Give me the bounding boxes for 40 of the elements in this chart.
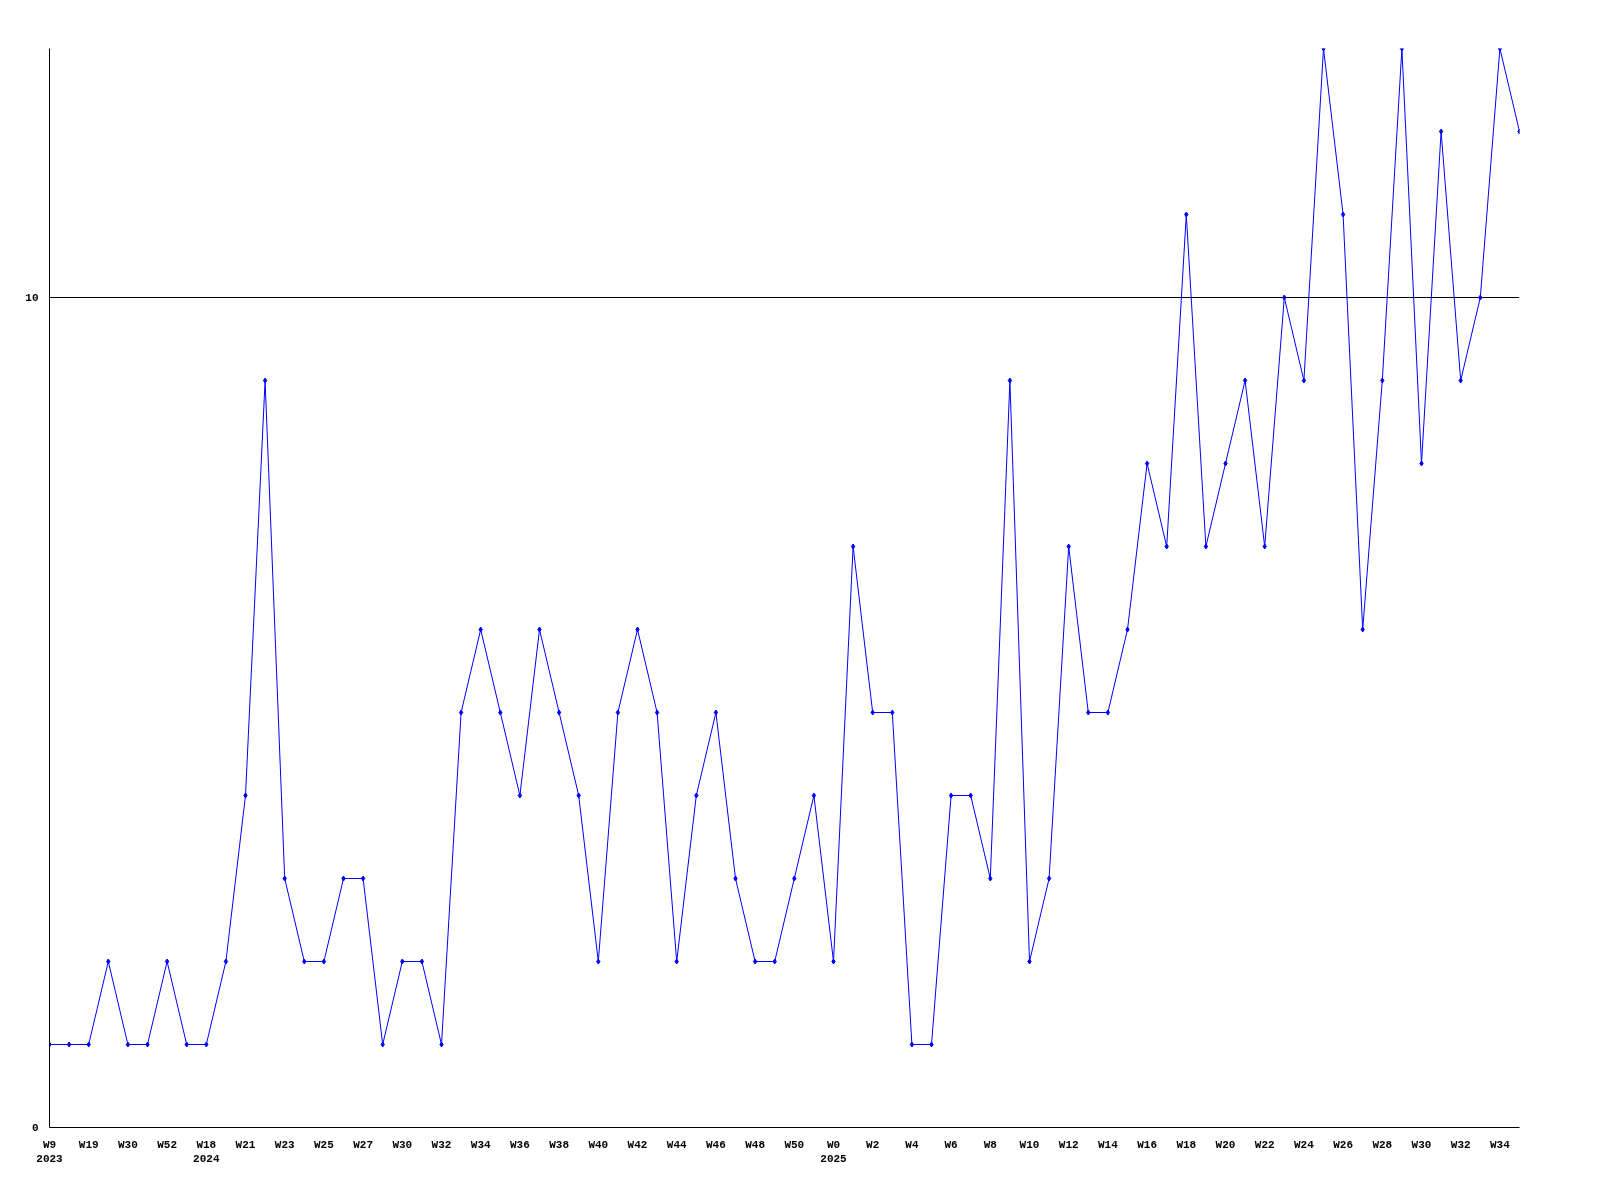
- x-tick-label: W30: [392, 1138, 413, 1151]
- x-tick-label: W20: [1215, 1138, 1236, 1151]
- x-tick-label: W6: [944, 1138, 958, 1151]
- x-tick-label: W30: [118, 1138, 138, 1151]
- x-tick-label: W32: [1450, 1138, 1471, 1151]
- x-tick-label: W21: [235, 1138, 256, 1151]
- x-tick-label: W50: [784, 1138, 805, 1151]
- x-tick-label: W40: [588, 1138, 609, 1151]
- x-tick-label: W24: [1294, 1138, 1315, 1151]
- y-tick-label: 10: [25, 292, 39, 304]
- x-tick-label: W30: [1411, 1138, 1432, 1151]
- y-tick-label: 0: [31, 1122, 39, 1134]
- x-tick-label: W10: [1019, 1138, 1040, 1151]
- x-tick-label: W12: [1058, 1138, 1079, 1151]
- x-tick-label: W2: [866, 1138, 880, 1151]
- x-tick-label: W52: [157, 1138, 178, 1151]
- x-tick-label: W23: [274, 1138, 295, 1151]
- x-tick-label: W18: [1176, 1138, 1197, 1151]
- x-tick-label: W18 2024: [193, 1138, 220, 1165]
- x-tick-label: W14: [1098, 1138, 1119, 1151]
- x-tick-label: W34: [1490, 1138, 1511, 1151]
- x-tick-label: W8: [983, 1138, 998, 1151]
- x-tick-label: W26: [1333, 1138, 1354, 1151]
- x-tick-label: W22: [1254, 1138, 1275, 1151]
- x-tick-label: W16: [1137, 1138, 1158, 1151]
- x-tick-label: W19: [78, 1138, 99, 1151]
- x-tick-label: W9 2023: [36, 1138, 64, 1165]
- x-tick-label: W28: [1372, 1138, 1393, 1151]
- x-tick-label: W42: [627, 1138, 648, 1151]
- x-tick-label: W36: [510, 1138, 530, 1151]
- x-tick-label: W4: [905, 1138, 919, 1151]
- x-tick-label: W32: [431, 1138, 452, 1151]
- x-tick-label: W27: [353, 1138, 374, 1151]
- x-tick-label: W44: [666, 1138, 687, 1151]
- x-tick-label: W34: [470, 1138, 491, 1151]
- x-tick-label: W25: [314, 1138, 335, 1151]
- x-tick-label: W48: [745, 1138, 766, 1151]
- x-tick-label: W46: [706, 1138, 726, 1151]
- x-tick-label: W0 2025: [820, 1138, 848, 1165]
- x-tick-label: W38: [549, 1138, 570, 1151]
